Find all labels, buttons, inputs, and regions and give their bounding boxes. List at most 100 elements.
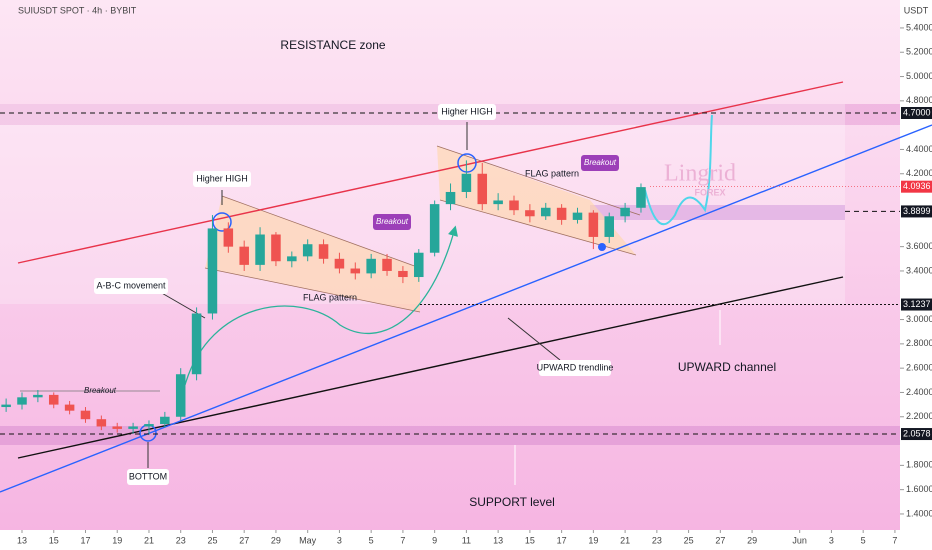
candle-body — [128, 426, 138, 429]
x-tick-label: 25 — [684, 535, 694, 545]
x-tick-label: May — [299, 535, 317, 545]
annotation: RESISTANCE zone — [280, 38, 385, 52]
candle-body — [604, 216, 614, 237]
y-tick-label: 5.4000 — [906, 22, 932, 32]
breakout-label: Breakout — [376, 217, 409, 226]
flag-2 — [437, 146, 636, 255]
price-tag-label: 3.8899 — [903, 206, 931, 216]
flag-line — [436, 145, 641, 216]
y-tick-label: 1.6000 — [906, 484, 932, 494]
annotation: SUPPORT level — [469, 495, 555, 509]
candle-body — [398, 270, 408, 278]
breakout-tag — [581, 155, 619, 171]
candle-body — [144, 424, 154, 427]
brand: Lingrid — [664, 161, 736, 187]
label-box — [193, 171, 251, 187]
candle-body — [382, 258, 392, 271]
label-box — [438, 104, 496, 120]
y-tick-label: 3.4000 — [906, 265, 932, 275]
candle-body — [223, 228, 234, 247]
y-tick-label: 3.6000 — [906, 241, 932, 251]
x-tick-label: 19 — [588, 535, 598, 545]
price-axis — [900, 0, 932, 550]
x-tick-label: 7 — [400, 535, 405, 545]
channel-top — [17, 81, 844, 264]
candle-body — [191, 313, 202, 375]
annotation: Higher HIGH — [441, 106, 493, 116]
annotation: A-B-C movement — [96, 280, 166, 290]
price-tag — [901, 298, 932, 311]
x-tick-label: 11 — [462, 535, 471, 545]
candle-body — [572, 212, 583, 220]
x-tick-label: 7 — [892, 535, 897, 545]
flag-1 — [205, 196, 420, 312]
x-tick-label: 5 — [369, 535, 374, 545]
channel-bottom — [17, 276, 844, 459]
x-tick-label: 13 — [17, 535, 27, 545]
x-tick-label: 3 — [337, 535, 342, 545]
candle-body — [175, 374, 186, 417]
annotation: BOTTOM — [129, 471, 167, 481]
candle-body — [96, 419, 107, 427]
breakout-label: Breakout — [584, 158, 617, 167]
price-tag-label: 3.1237 — [903, 299, 931, 309]
candle-body — [493, 200, 503, 205]
candle-body — [588, 212, 599, 237]
x-tick-label: 5 — [861, 535, 866, 545]
x-tick-label: 23 — [652, 535, 662, 545]
breakout-tag — [373, 214, 411, 230]
x-tick-label: 15 — [525, 535, 535, 545]
annotation: Higher HIGH — [196, 173, 248, 183]
x-tick-label: 29 — [747, 535, 757, 545]
y-tick-label: 4.2000 — [906, 168, 932, 178]
candle-body — [461, 173, 472, 192]
support-zone — [0, 426, 900, 445]
candle-body — [239, 246, 249, 265]
label-box — [127, 469, 169, 485]
x-tick-label: 21 — [144, 535, 154, 545]
x-tick-label: Jun — [792, 535, 807, 545]
candle-body — [509, 200, 519, 211]
candle-body — [445, 191, 456, 205]
price-tag — [901, 428, 932, 441]
x-tick-label: 13 — [493, 535, 503, 545]
projection — [644, 114, 713, 226]
x-tick-label: 23 — [176, 535, 186, 545]
candle-body — [207, 228, 218, 314]
y-tick-label: 2.6000 — [906, 363, 932, 373]
time-axis — [0, 530, 900, 550]
x-tick-label: 15 — [49, 535, 59, 545]
high-marker — [457, 153, 477, 173]
chart-title: SUIUSDT SPOT · 4h · BYBIT — [18, 5, 137, 15]
y-tick-label: 2.4000 — [906, 387, 932, 397]
candle-body — [414, 252, 424, 278]
candle-body — [636, 187, 646, 208]
price-tag — [901, 106, 932, 119]
y-tick-label: 4.4000 — [906, 144, 932, 154]
x-tick-label: 3 — [829, 535, 834, 545]
annotation: UPWARD channel — [678, 360, 776, 374]
y-tick-label: 5.2000 — [906, 47, 932, 57]
currency: USDT — [904, 5, 929, 15]
y-tick-label: 4.8000 — [906, 95, 932, 105]
candle-body — [366, 258, 376, 274]
x-tick-label: 9 — [432, 535, 437, 545]
candle-body — [525, 210, 535, 217]
price-tag-label: 4.0936 — [903, 181, 931, 191]
candle-body — [302, 244, 313, 257]
y-tick-label: 2.2000 — [906, 411, 932, 421]
candle-body — [64, 404, 75, 411]
candle-body — [112, 426, 122, 429]
x-tick-label: 27 — [239, 535, 249, 545]
candle-body — [17, 397, 27, 405]
candle-body — [350, 268, 361, 274]
candle-body — [48, 394, 59, 405]
x-tick-label: 21 — [620, 535, 630, 545]
x-tick-label: 17 — [80, 535, 90, 545]
candle-body — [33, 394, 43, 398]
annotation: FLAG pattern — [303, 292, 357, 302]
annotation: FLAG pattern — [525, 168, 579, 178]
x-tick-label: 25 — [207, 535, 217, 545]
leader — [507, 317, 561, 361]
candle-body — [287, 256, 297, 262]
